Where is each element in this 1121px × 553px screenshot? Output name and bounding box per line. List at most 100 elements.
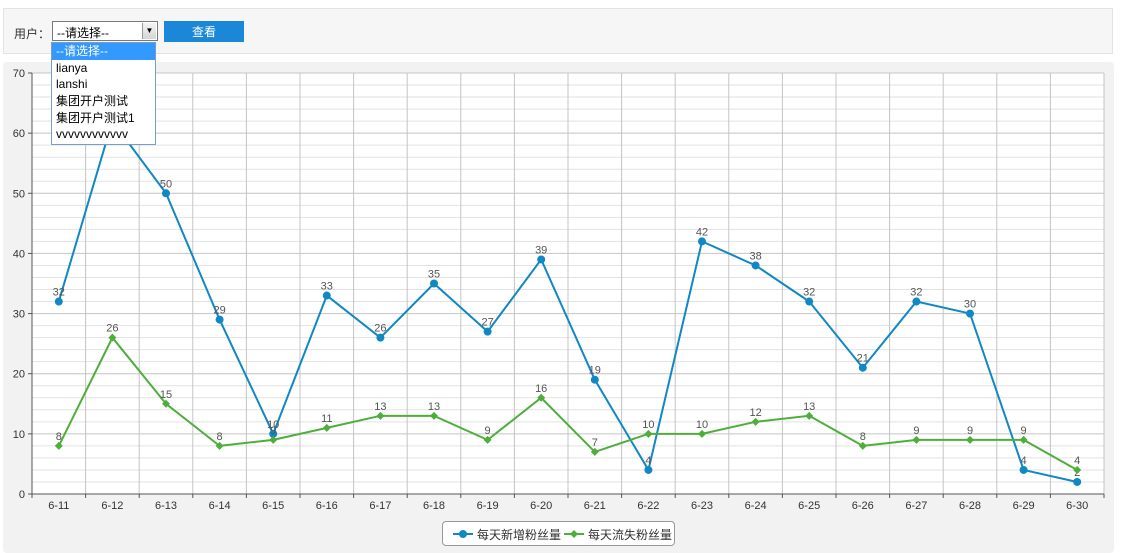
data-point[interactable]: [1019, 465, 1028, 474]
x-tick-label: 6-20: [530, 500, 552, 512]
x-tick-label: 6-15: [262, 500, 284, 512]
data-label: 39: [535, 244, 547, 256]
chart-legend: 每天新增粉丝量 每天流失粉丝量: [442, 521, 675, 546]
legend-label: 每天新增粉丝量: [477, 528, 562, 542]
data-point[interactable]: [376, 411, 385, 420]
data-point[interactable]: [537, 255, 546, 264]
data-point[interactable]: [108, 333, 117, 342]
data-point[interactable]: [1019, 435, 1028, 444]
series-line: [57, 335, 1078, 471]
x-tick-label: 6-13: [155, 500, 177, 512]
data-label: 19: [589, 365, 601, 377]
y-tick-label: 40: [13, 248, 25, 260]
data-point[interactable]: [590, 447, 599, 456]
data-label: 9: [485, 425, 491, 437]
data-label: 38: [749, 250, 761, 262]
y-tick-label: 10: [13, 429, 25, 441]
data-point[interactable]: [858, 441, 867, 450]
x-tick-label: 6-19: [477, 500, 499, 512]
data-point[interactable]: [1073, 465, 1082, 474]
data-point[interactable]: [430, 279, 438, 288]
data-point[interactable]: [590, 375, 599, 384]
data-point[interactable]: [269, 435, 278, 444]
data-point[interactable]: [1073, 477, 1082, 486]
data-label: 29: [213, 305, 225, 317]
data-point[interactable]: [698, 429, 706, 438]
data-point[interactable]: [215, 315, 224, 324]
dropdown-option[interactable]: 集团开户测试1: [56, 110, 135, 125]
x-tick-label: 6-22: [637, 500, 659, 512]
x-tick-label: 6-25: [798, 500, 820, 512]
data-label: 10: [696, 419, 708, 431]
data-label: 32: [910, 287, 922, 299]
data-point[interactable]: [162, 399, 170, 408]
data-label: 4: [1074, 455, 1080, 467]
dropdown-option[interactable]: 集团开户测试: [56, 94, 129, 109]
data-point[interactable]: [644, 465, 653, 474]
data-label: 9: [913, 425, 919, 437]
data-point[interactable]: [858, 363, 867, 372]
x-tick-label: 6-28: [959, 500, 981, 512]
data-label: 9: [1021, 425, 1027, 437]
data-point[interactable]: [644, 429, 653, 438]
data-point[interactable]: [215, 441, 224, 450]
data-label: 11: [321, 413, 332, 425]
data-label: 32: [803, 287, 815, 299]
x-tick-label: 6-17: [369, 500, 391, 512]
data-point[interactable]: [54, 297, 63, 306]
dropdown-option[interactable]: lianya: [56, 60, 88, 75]
data-point[interactable]: [483, 327, 492, 336]
data-label: 13: [428, 401, 440, 413]
user-dropdown-list: --请选择-- lianya lanshi 集团开户测试 集团开户测试1 vvvvvvvv…: [51, 42, 156, 145]
data-point[interactable]: [376, 333, 385, 342]
data-label: 32: [53, 287, 65, 299]
data-point[interactable]: [751, 417, 760, 426]
data-point[interactable]: [966, 309, 974, 318]
chevron-down-icon[interactable]: ▼: [142, 23, 156, 39]
data-point[interactable]: [430, 411, 438, 420]
data-point[interactable]: [805, 411, 814, 420]
data-label: 10: [642, 419, 654, 431]
y-tick-label: 0: [19, 489, 25, 501]
data-label: 27: [481, 317, 493, 329]
data-point[interactable]: [322, 291, 331, 300]
data-label: 26: [374, 323, 386, 335]
data-point[interactable]: [537, 393, 546, 402]
view-button[interactable]: 查看: [164, 21, 244, 42]
data-label: 10: [267, 419, 279, 431]
x-tick-label: 6-11: [48, 500, 69, 512]
data-point[interactable]: [322, 423, 331, 432]
x-tick-label: 6-29: [1013, 500, 1035, 512]
data-label: 4: [1021, 455, 1027, 467]
data-point[interactable]: [966, 435, 974, 444]
y-tick-label: 20: [13, 369, 25, 381]
dropdown-option[interactable]: vvvvvvvvvvvv: [56, 127, 128, 142]
data-label: 16: [535, 383, 547, 395]
dropdown-option[interactable]: --请选择--: [52, 43, 155, 60]
data-point[interactable]: [912, 297, 921, 306]
legend-marker-icon: [564, 530, 584, 538]
data-point[interactable]: [912, 435, 921, 444]
data-label: 13: [374, 401, 386, 413]
data-point[interactable]: [751, 261, 760, 270]
x-tick-label: 6-18: [423, 500, 445, 512]
data-label: 15: [160, 389, 172, 401]
dropdown-option[interactable]: lanshi: [56, 77, 88, 92]
x-tick-label: 6-23: [691, 500, 713, 512]
series-line: [57, 118, 1078, 483]
data-label: 42: [696, 226, 708, 238]
user-select[interactable]: --请选择-- ▼: [52, 21, 158, 41]
user-label: 用户：: [14, 27, 51, 41]
data-label: 35: [428, 269, 440, 281]
data-point[interactable]: [162, 189, 170, 198]
data-point[interactable]: [483, 435, 492, 444]
data-point[interactable]: [805, 297, 814, 306]
legend-label: 每天流失粉丝量: [588, 528, 673, 542]
data-point[interactable]: [698, 237, 706, 246]
data-point[interactable]: [269, 429, 278, 438]
data-label: 9: [967, 425, 973, 437]
data-point[interactable]: [54, 441, 63, 450]
y-tick-label: 60: [13, 128, 25, 140]
data-label: 21: [857, 353, 869, 365]
